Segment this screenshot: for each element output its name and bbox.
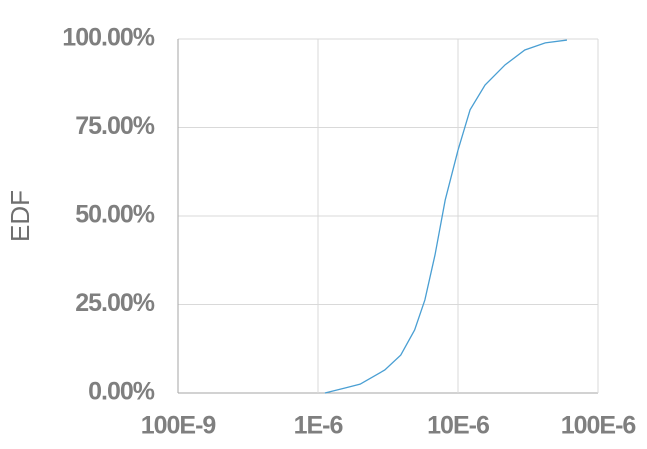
data-line [324, 39, 568, 394]
x-tick-label: 10E-6 [427, 412, 489, 440]
y-tick-label: 50.00% [75, 201, 155, 229]
y-tick-label: 0.00% [88, 378, 155, 406]
y-tick-label: 75.00% [75, 112, 155, 140]
x-tick-label: 100E-9 [141, 412, 216, 440]
x-tick-label: 1E-6 [294, 412, 343, 440]
y-axis-title: EDF [5, 190, 35, 242]
x-tick-label: 100E-6 [561, 412, 636, 440]
y-tick-label: 100.00% [62, 24, 154, 52]
y-tick-label: 25.00% [75, 289, 155, 317]
